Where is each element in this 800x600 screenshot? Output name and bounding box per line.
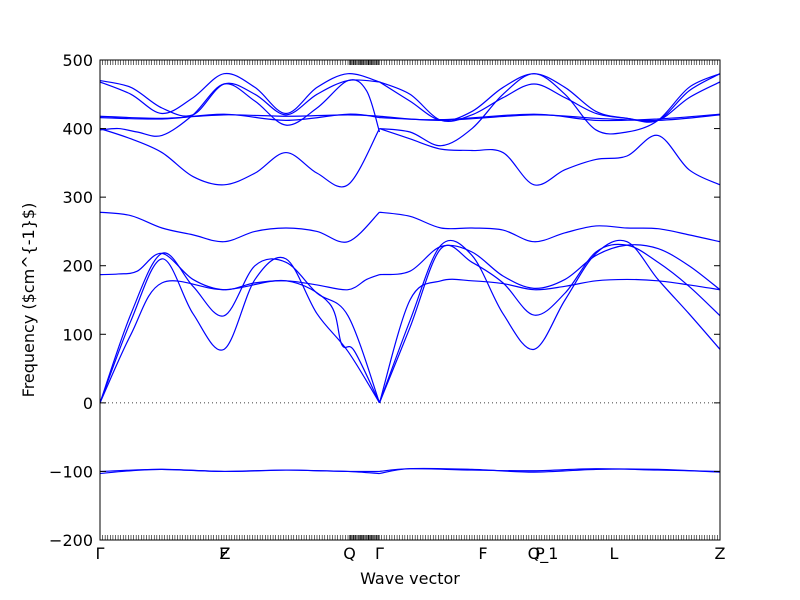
y-tick-label: 200 [62,257,93,276]
band-line-17 [379,128,720,186]
y-tick-label: 0 [83,394,93,413]
band-line-9 [378,239,720,404]
band-line-24 [100,113,380,121]
x-tick-label: F [219,544,228,563]
band-line-7 [100,252,381,404]
band-line-20 [100,72,380,115]
x-tick-label: Z [219,544,230,563]
y-tick-label: 500 [62,51,93,70]
y-tick-label: −100 [49,462,93,481]
band-line-8 [100,252,380,291]
x-tick-label: Q [343,544,356,563]
y-tick-label: 300 [62,188,93,207]
band-line-12 [379,244,720,291]
x-tick-label: Q_1 [528,544,559,564]
y-tick-label: 100 [62,325,93,344]
x-tick-label: Γ [96,544,105,563]
band-line-19 [100,79,380,117]
y-axis-label: Frequency ($cm^{-1}$) [19,203,38,398]
y-tick-label: 400 [62,120,93,139]
band-line-26 [379,113,720,122]
band-line-10 [378,243,720,404]
x-tick-label: F [478,544,487,563]
x-axis-label: Wave vector [360,569,460,588]
x-tick-label: P [535,544,545,563]
x-tick-label: Z [715,544,726,563]
x-tick-label: Γ [375,544,384,563]
band-line-4 [379,468,720,473]
band-line-13 [100,211,380,243]
band-line-2 [100,468,380,473]
band-line-6 [100,256,381,404]
band-line-11 [378,278,720,404]
band-line-15 [100,128,381,188]
band-line-23 [100,114,380,119]
series-group [100,72,720,475]
x-tick-label: L [610,544,619,563]
band-line-14 [379,211,720,243]
y-tick-label: −200 [49,531,93,550]
